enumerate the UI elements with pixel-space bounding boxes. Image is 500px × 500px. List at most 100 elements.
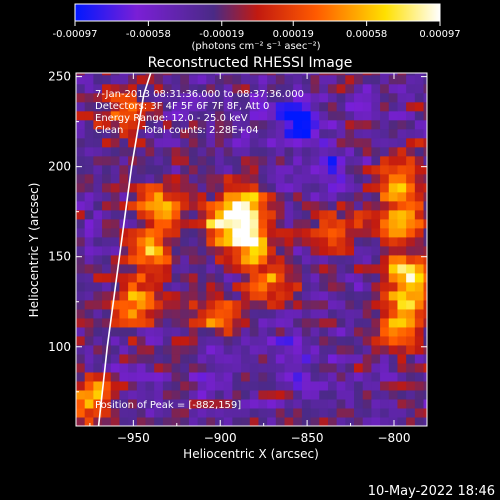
- heatmap-cell: [206, 353, 216, 364]
- heatmap-cell: [310, 128, 320, 139]
- heatmap-cell: [380, 317, 390, 328]
- heatmap-cell: [136, 227, 147, 238]
- heatmap-cell: [327, 245, 338, 256]
- heatmap-cell: [102, 218, 112, 229]
- heatmap-cell: [301, 128, 312, 139]
- heatmap-cell: [327, 83, 338, 94]
- heatmap-cell: [310, 73, 320, 76]
- heatmap-cell: [319, 416, 329, 426]
- heatmap-cell: [197, 389, 207, 400]
- heatmap-cell: [258, 83, 268, 94]
- heatmap-cell: [354, 362, 364, 373]
- heatmap-cell: [119, 101, 129, 112]
- heatmap-cell: [93, 380, 103, 391]
- heatmap-cell: [110, 254, 120, 265]
- heatmap-cell: [154, 263, 164, 274]
- heatmap-cell: [154, 353, 164, 364]
- heatmap-cell: [223, 155, 233, 166]
- heatmap-cell: [380, 236, 390, 247]
- heatmap-cell: [414, 74, 425, 85]
- heatmap-cell: [215, 182, 225, 193]
- heatmap-cell: [154, 173, 164, 184]
- heatmap-cell: [154, 227, 164, 238]
- heatmap-cell: [84, 128, 94, 139]
- heatmap-cell: [180, 281, 190, 292]
- heatmap-cell: [241, 299, 251, 310]
- heatmap-cell: [380, 110, 390, 121]
- heatmap-cell: [258, 155, 268, 166]
- heatmap-cell: [284, 137, 294, 148]
- heatmap-cell: [319, 344, 329, 355]
- heatmap-cell: [102, 191, 112, 202]
- heatmap-cell: [354, 191, 364, 202]
- heatmap-cell: [93, 389, 103, 400]
- heatmap-cell: [162, 227, 173, 238]
- heatmap-cell: [128, 73, 138, 76]
- heatmap-cell: [345, 191, 355, 202]
- heatmap-cell: [241, 272, 251, 283]
- heatmap-cell: [197, 155, 207, 166]
- heatmap-cell: [275, 146, 286, 157]
- heatmap-cell: [128, 209, 138, 220]
- heatmap-cell: [414, 308, 425, 319]
- heatmap-cell: [162, 335, 173, 346]
- heatmap-cell: [284, 218, 294, 229]
- heatmap-cell: [232, 371, 242, 382]
- heatmap-cell: [319, 218, 329, 229]
- heatmap-cell: [336, 308, 346, 319]
- heatmap-cell: [128, 398, 138, 409]
- heatmap-cell: [215, 308, 225, 319]
- heatmap-cell: [380, 353, 390, 364]
- heatmap-cell: [301, 380, 312, 391]
- heatmap-cell: [110, 245, 120, 256]
- heatmap-cell: [154, 362, 164, 373]
- heatmap-cell: [284, 119, 294, 130]
- heatmap-cell: [171, 371, 181, 382]
- heatmap-cell: [119, 281, 129, 292]
- heatmap-cell: [154, 83, 164, 94]
- heatmap-cell: [197, 380, 207, 391]
- heatmap-cell: [380, 73, 390, 76]
- heatmap-cell: [102, 73, 112, 76]
- heatmap-cell: [171, 236, 181, 247]
- heatmap-cell: [241, 398, 251, 409]
- heatmap-cell: [345, 344, 355, 355]
- heatmap-cell: [414, 155, 425, 166]
- heatmap-cell: [336, 335, 346, 346]
- heatmap-cell: [293, 128, 303, 139]
- heatmap-cell: [162, 326, 173, 337]
- heatmap-cell: [197, 299, 207, 310]
- heatmap-cell: [145, 83, 155, 94]
- heatmap-cell: [354, 245, 364, 256]
- heatmap-cell: [336, 83, 346, 94]
- heatmap-cell: [102, 263, 112, 274]
- heatmap-cell: [232, 407, 242, 418]
- heatmap-cell: [188, 380, 199, 391]
- heatmap-cell: [423, 326, 427, 337]
- heatmap-cell: [128, 362, 138, 373]
- heatmap-cell: [397, 254, 407, 265]
- heatmap-cell: [232, 92, 242, 103]
- heatmap-cell: [423, 362, 427, 373]
- heatmap-cell: [275, 335, 286, 346]
- heatmap-cell: [301, 272, 312, 283]
- heatmap-cell: [354, 236, 364, 247]
- heatmap-cell: [232, 362, 242, 373]
- heatmap-cell: [258, 254, 268, 265]
- heatmap-cell: [319, 263, 329, 274]
- heatmap-cell: [327, 389, 338, 400]
- heatmap-cell: [406, 227, 416, 238]
- heatmap-cell: [301, 209, 312, 220]
- heatmap-cell: [327, 281, 338, 292]
- heatmap-cell: [406, 119, 416, 130]
- heatmap-cell: [406, 335, 416, 346]
- heatmap-cell: [128, 254, 138, 265]
- heatmap-cell: [215, 245, 225, 256]
- heatmap-cell: [241, 254, 251, 265]
- heatmap-cell: [362, 272, 372, 283]
- heatmap-cell: [241, 290, 251, 301]
- heatmap-cell: [110, 263, 120, 274]
- heatmap-cell: [388, 227, 398, 238]
- heatmap-cell: [154, 191, 164, 202]
- heatmap-cell: [275, 182, 286, 193]
